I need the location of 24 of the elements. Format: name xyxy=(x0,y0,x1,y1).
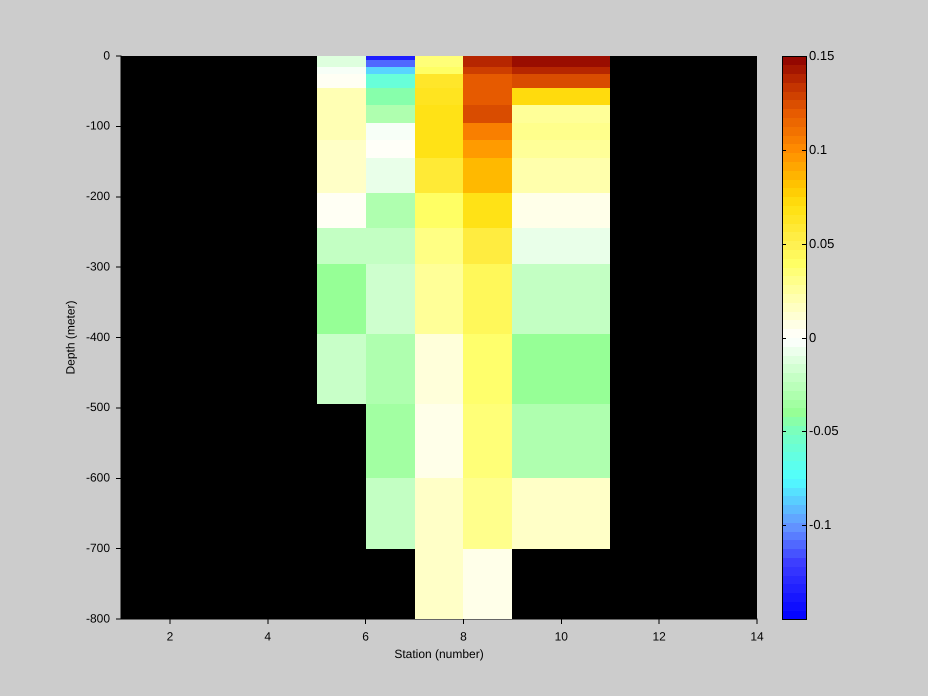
x-tick-label: 8 xyxy=(460,630,468,644)
x-tick-label: 4 xyxy=(264,630,272,644)
y-tick-label: -200 xyxy=(86,189,110,204)
color-bar-label: 0 xyxy=(809,330,816,346)
y-tick-label: 0 xyxy=(103,48,110,62)
x-axis-title: Station (number) xyxy=(394,647,484,662)
color-bar-label: 0.1 xyxy=(809,142,828,158)
color-bar-label: 0.05 xyxy=(809,236,834,252)
y-tick-label: -300 xyxy=(86,259,110,274)
y-axis-title: Depth (meter) xyxy=(64,300,78,375)
y-tick-label: -400 xyxy=(86,330,110,344)
y-tick-label: -500 xyxy=(86,400,110,414)
y-tick-label: -600 xyxy=(86,470,110,485)
x-tick-label: 6 xyxy=(362,630,370,644)
color-bar-label: -0.1 xyxy=(809,517,832,532)
y-tick-label: -100 xyxy=(86,118,110,133)
x-tick-label: 10 xyxy=(554,630,568,644)
color-bar-label: 0.15 xyxy=(809,48,834,64)
x-tick-label: 12 xyxy=(652,630,666,644)
y-tick-label: -700 xyxy=(86,540,110,555)
color-bar-label: -0.05 xyxy=(809,423,839,438)
y-tick-label: -800 xyxy=(86,611,110,626)
x-tick-label: 2 xyxy=(166,630,174,644)
x-tick-label: 14 xyxy=(750,630,764,644)
